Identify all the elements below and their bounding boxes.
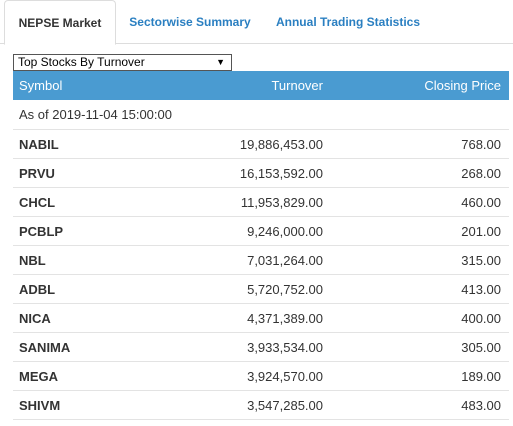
cell-symbol[interactable]: PCBLP <box>19 224 64 239</box>
tab-annual-trading-statistics[interactable]: Annual Trading Statistics <box>275 15 421 29</box>
tab-bar: NEPSE Market Sectorwise Summary Annual T… <box>0 0 513 45</box>
stocks-filter-select[interactable]: Top Stocks By Turnover ▼ <box>13 54 232 71</box>
table-row: PCBLP 9,246,000.00 201.00 <box>13 217 509 246</box>
cell-symbol[interactable]: PRVU <box>19 166 55 181</box>
table-row: PRVU 16,153,592.00 268.00 <box>13 159 509 188</box>
cell-turnover: 9,246,000.00 <box>247 224 323 239</box>
table-row: CHCL 11,953,829.00 460.00 <box>13 188 509 217</box>
cell-turnover: 16,153,592.00 <box>239 166 323 181</box>
cell-closing-price: 268.00 <box>461 166 501 181</box>
column-header-symbol[interactable]: Symbol <box>19 78 63 93</box>
cell-symbol[interactable]: MEGA <box>19 369 58 384</box>
cell-turnover: 3,547,285.00 <box>247 398 323 413</box>
cell-symbol[interactable]: SANIMA <box>19 340 71 355</box>
cell-turnover: 3,924,570.00 <box>247 369 323 384</box>
tab-nepse-market[interactable]: NEPSE Market <box>4 0 116 45</box>
cell-symbol[interactable]: NABIL <box>19 137 59 152</box>
cell-turnover: 3,933,534.00 <box>247 340 323 355</box>
cell-closing-price: 201.00 <box>461 224 501 239</box>
table-header: Symbol Turnover Closing Price <box>13 71 509 100</box>
cell-symbol[interactable]: NICA <box>19 311 51 326</box>
cell-symbol[interactable]: CHCL <box>19 195 56 210</box>
cell-turnover: 19,886,453.00 <box>239 137 323 152</box>
tab-sectorwise-summary[interactable]: Sectorwise Summary <box>129 15 251 29</box>
cell-closing-price: 483.00 <box>461 398 501 413</box>
stocks-table-body: NABIL 19,886,453.00 768.00 PRVU 16,153,5… <box>13 130 509 420</box>
cell-closing-price: 460.00 <box>461 195 501 210</box>
cell-closing-price: 768.00 <box>461 137 501 152</box>
cell-turnover: 11,953,829.00 <box>240 195 323 210</box>
cell-closing-price: 189.00 <box>461 369 501 384</box>
dropdown-caret-icon: ▼ <box>216 57 225 67</box>
cell-turnover: 4,371,389.00 <box>247 311 323 326</box>
cell-closing-price: 413.00 <box>461 282 501 297</box>
as-of-timestamp: As of 2019-11-04 15:00:00 <box>13 100 509 130</box>
table-row: ADBL 5,720,752.00 413.00 <box>13 275 509 304</box>
table-row: MEGA 3,924,570.00 189.00 <box>13 362 509 391</box>
table-row: SHIVM 3,547,285.00 483.00 <box>13 391 509 420</box>
cell-closing-price: 315.00 <box>461 253 501 268</box>
column-header-turnover[interactable]: Turnover <box>271 78 323 93</box>
table-row: NICA 4,371,389.00 400.00 <box>13 304 509 333</box>
table-row: NABIL 19,886,453.00 768.00 <box>13 130 509 159</box>
cell-turnover: 5,720,752.00 <box>247 282 323 297</box>
cell-symbol[interactable]: SHIVM <box>19 398 61 413</box>
stocks-filter-selected-label: Top Stocks By Turnover <box>18 55 145 69</box>
cell-closing-price: 305.00 <box>461 340 501 355</box>
cell-turnover: 7,031,264.00 <box>247 253 323 268</box>
cell-symbol[interactable]: NBL <box>19 253 46 268</box>
cell-symbol[interactable]: ADBL <box>19 282 56 297</box>
cell-closing-price: 400.00 <box>461 311 501 326</box>
table-row: SANIMA 3,933,534.00 305.00 <box>13 333 509 362</box>
table-row: NBL 7,031,264.00 315.00 <box>13 246 509 275</box>
column-header-closing-price[interactable]: Closing Price <box>424 78 501 93</box>
